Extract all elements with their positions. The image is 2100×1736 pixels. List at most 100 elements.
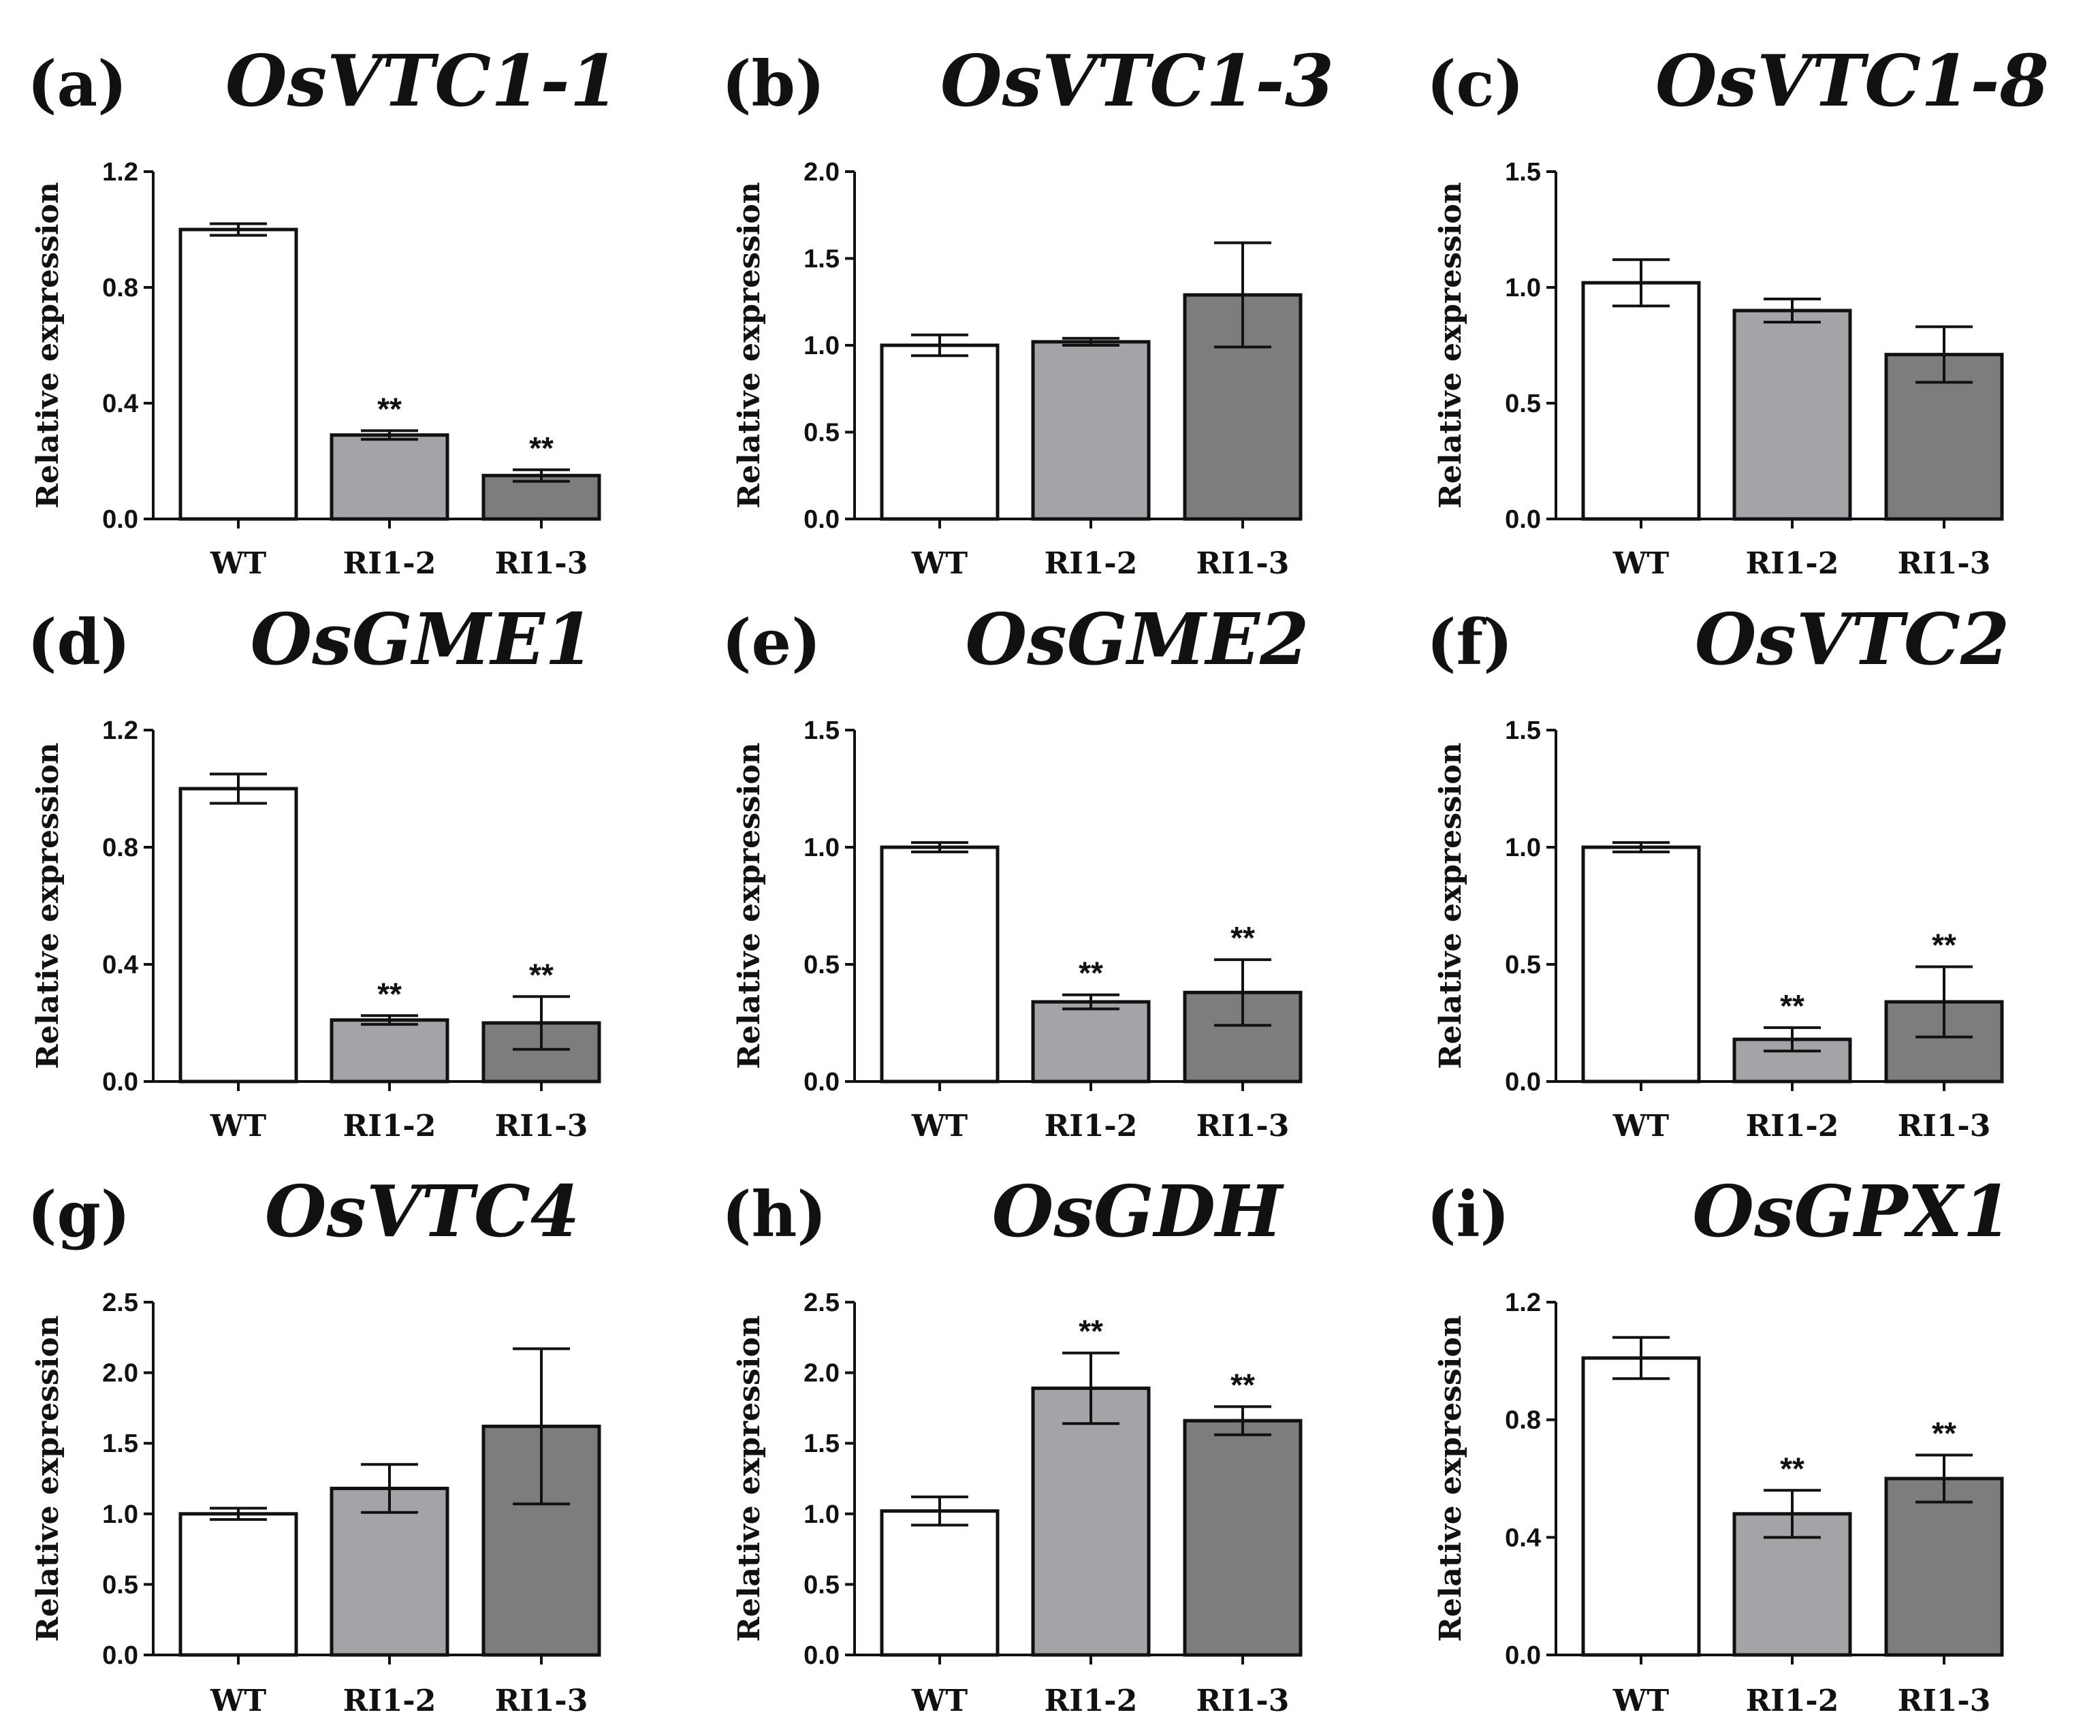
panel-label: (h) bbox=[722, 1178, 827, 1251]
y-tick-label: 1.2 bbox=[102, 158, 138, 187]
y-axis-label: Relative expression bbox=[732, 742, 767, 1069]
significance-label: ** bbox=[1780, 1451, 1804, 1486]
y-tick-label: 0.5 bbox=[102, 1571, 138, 1599]
y-tick-label: 1.5 bbox=[1505, 158, 1541, 187]
category-label: RI1-3 bbox=[1196, 1109, 1290, 1143]
category-label: RI1-2 bbox=[343, 1684, 436, 1718]
significance-label: ** bbox=[377, 391, 402, 426]
panel-label: (f) bbox=[1427, 605, 1513, 679]
y-tick-label: 0.0 bbox=[102, 1641, 138, 1670]
panel-label: (i) bbox=[1427, 1178, 1510, 1251]
panel-i: (i) OsGPX1 Relative expression 0.0 0.4 0.8 1.2… bbox=[1427, 1169, 2012, 1718]
y-axis-label: Relative expression bbox=[31, 182, 65, 508]
significance-label: ** bbox=[1230, 1367, 1255, 1402]
y-tick-label: 2.0 bbox=[804, 158, 840, 187]
panel-label: (b) bbox=[722, 47, 825, 121]
category-label: RI1-3 bbox=[495, 1109, 588, 1143]
category-label: WT bbox=[210, 1684, 266, 1718]
y-tick-label: 0.0 bbox=[804, 1641, 840, 1670]
panel-label: (a) bbox=[27, 47, 127, 121]
y-axis-label: Relative expression bbox=[732, 182, 767, 508]
category-label: WT bbox=[1612, 546, 1669, 581]
significance-label: ** bbox=[377, 976, 402, 1011]
significance-label: ** bbox=[529, 430, 554, 466]
category-label: WT bbox=[210, 546, 266, 581]
panel-label: (g) bbox=[27, 1178, 130, 1251]
y-tick-label: 1.2 bbox=[1505, 1289, 1541, 1317]
panel-a: (a) OsVTC1-1 Relative expression 0.0 0.4 0.8 1… bbox=[27, 39, 619, 581]
bar-ri1-2 bbox=[1031, 1386, 1151, 1657]
category-label: RI1-3 bbox=[1898, 1109, 1991, 1143]
gene-title: OsGPX1 bbox=[1692, 1169, 2011, 1253]
category-label: RI1-2 bbox=[1746, 546, 1839, 581]
y-tick-label: 1.0 bbox=[1505, 834, 1541, 862]
panel-c: (c) OsVTC1-8 Relative expression 0.0 0.5 1.0 1… bbox=[1427, 39, 2049, 581]
y-tick-label: 0.5 bbox=[804, 951, 840, 979]
y-tick-label: 2.5 bbox=[804, 1289, 840, 1317]
y-tick-label: 1.5 bbox=[1505, 716, 1541, 745]
bar-ri1-3 bbox=[1884, 1477, 2004, 1657]
y-tick-label: 0.0 bbox=[102, 1068, 138, 1096]
panel-e: (e) OsGME2 Relative expression 0.0 0.5 1.0 1.5… bbox=[722, 597, 1309, 1143]
significance-label: ** bbox=[1230, 920, 1255, 956]
y-tick-label: 0.8 bbox=[1505, 1406, 1541, 1435]
bar-wt bbox=[1581, 845, 1701, 1084]
bar-ri1-2 bbox=[330, 1018, 449, 1084]
gene-title: OsVTC2 bbox=[1695, 597, 2009, 681]
y-tick-label: 0.5 bbox=[804, 1571, 840, 1599]
y-axis-label: Relative expression bbox=[1433, 182, 1468, 508]
y-tick-label: 0.4 bbox=[102, 390, 138, 418]
category-label: WT bbox=[911, 546, 968, 581]
gene-title: OsGME2 bbox=[966, 597, 1309, 681]
category-label: RI1-2 bbox=[1746, 1684, 1839, 1718]
category-label: WT bbox=[210, 1109, 266, 1143]
category-label: RI1-2 bbox=[343, 1109, 436, 1143]
category-label: RI1-2 bbox=[1746, 1109, 1839, 1143]
y-tick-label: 0.0 bbox=[102, 505, 138, 534]
y-tick-label: 0.0 bbox=[804, 1068, 840, 1096]
significance-label: ** bbox=[1932, 927, 1956, 962]
y-axis-label: Relative expression bbox=[732, 1315, 767, 1641]
category-label: RI1-2 bbox=[1045, 546, 1138, 581]
y-tick-label: 1.2 bbox=[102, 716, 138, 745]
category-label: RI1-3 bbox=[1898, 1684, 1991, 1718]
category-label: RI1-3 bbox=[1898, 546, 1991, 581]
bar-ri1-2 bbox=[1031, 1000, 1151, 1084]
panel-label: (e) bbox=[722, 605, 821, 679]
significance-label: ** bbox=[1079, 956, 1103, 991]
bar-wt bbox=[880, 343, 1000, 521]
bar-wt bbox=[178, 1512, 298, 1657]
y-axis-label: Relative expression bbox=[1433, 742, 1468, 1069]
y-tick-label: 0.5 bbox=[1505, 390, 1541, 418]
y-axis-label: Relative expression bbox=[31, 742, 65, 1069]
y-tick-label: 0.5 bbox=[1505, 951, 1541, 979]
gene-title: OsVTC1-3 bbox=[940, 39, 1334, 123]
category-label: RI1-2 bbox=[1045, 1684, 1138, 1718]
y-tick-label: 0.8 bbox=[102, 274, 138, 302]
y-tick-label: 1.5 bbox=[804, 716, 840, 745]
y-tick-label: 1.5 bbox=[804, 1430, 840, 1458]
bar-wt bbox=[1581, 1356, 1701, 1657]
bar-ri1-2 bbox=[330, 433, 449, 521]
significance-label: ** bbox=[1932, 1415, 1956, 1451]
category-label: WT bbox=[911, 1109, 968, 1143]
bar-ri1-3 bbox=[1183, 293, 1303, 521]
gene-title: OsVTC4 bbox=[265, 1169, 579, 1253]
y-tick-label: 2.5 bbox=[102, 1289, 138, 1317]
y-tick-label: 0.0 bbox=[1505, 1641, 1541, 1670]
bar-ri1-2 bbox=[330, 1487, 449, 1657]
significance-label: ** bbox=[1079, 1314, 1103, 1349]
bar-wt bbox=[1581, 281, 1701, 521]
y-tick-label: 1.0 bbox=[804, 332, 840, 360]
y-tick-label: 0.4 bbox=[1505, 1524, 1541, 1552]
significance-label: ** bbox=[529, 957, 554, 992]
gene-title: OsVTC1-1 bbox=[225, 39, 619, 123]
category-label: RI1-3 bbox=[1196, 546, 1290, 581]
bar-wt bbox=[880, 1509, 1000, 1657]
y-tick-label: 1.0 bbox=[804, 834, 840, 862]
gene-title: OsGME1 bbox=[251, 597, 594, 681]
y-tick-label: 0.8 bbox=[102, 834, 138, 862]
gene-title: OsGDH bbox=[992, 1169, 1284, 1253]
category-label: WT bbox=[1612, 1684, 1669, 1718]
y-tick-label: 0.0 bbox=[804, 505, 840, 534]
